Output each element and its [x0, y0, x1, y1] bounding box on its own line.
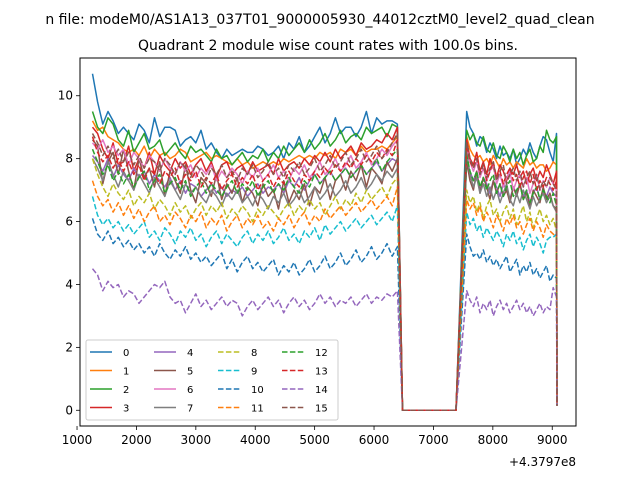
legend-box [85, 339, 339, 421]
legend-label-1: 1 [123, 367, 129, 378]
series-line-5 [91, 139, 558, 412]
x-tick-label: 2000 [121, 433, 152, 447]
x-tick-label: 7000 [418, 433, 449, 447]
x-tick-label: 1000 [62, 433, 93, 447]
series-line-9 [91, 196, 558, 412]
series-line-0 [91, 73, 558, 412]
figure-suptitle: n file: modeM0/AS1A13_037T01_9000005930_… [45, 12, 594, 28]
y-tick-label: 2 [65, 340, 73, 354]
x-tick-label: 9000 [537, 433, 568, 447]
axis-ticks: 1000 2000 3000 4000 5000 6000 7000 8000 9000 0 2 4 6… [58, 89, 568, 447]
y-tick-label: 4 [65, 277, 73, 291]
series-line-11 [91, 180, 558, 412]
plot-area-frame [79, 57, 577, 427]
legend-label-8: 8 [251, 348, 257, 359]
legend-label-5: 5 [187, 367, 193, 378]
y-tick-label: 8 [65, 152, 73, 166]
x-tick-label: 8000 [478, 433, 509, 447]
legend-label-9: 9 [251, 367, 257, 378]
x-tick-label: 5000 [299, 433, 330, 447]
series-line-12 [91, 148, 558, 412]
legend-label-7: 7 [187, 404, 193, 415]
series-layer [91, 73, 558, 412]
legend-label-4: 4 [187, 348, 193, 359]
series-line-14 [91, 268, 558, 412]
legend-label-0: 0 [123, 348, 129, 359]
legend-label-6: 6 [187, 385, 193, 396]
series-line-15 [91, 132, 558, 412]
x-tick-label: 6000 [359, 433, 390, 447]
series-line-10 [91, 218, 558, 412]
legend-label-11: 11 [251, 404, 264, 415]
legend-label-15: 15 [315, 404, 328, 415]
y-tick-label: 6 [65, 215, 73, 229]
series-line-8 [91, 158, 558, 412]
y-tick-label: 0 [65, 403, 73, 417]
legend-label-12: 12 [315, 348, 328, 359]
legend-label-2: 2 [123, 385, 129, 396]
y-tick-label: 10 [58, 89, 73, 103]
legend-label-10: 10 [251, 385, 264, 396]
x-tick-label: 4000 [240, 433, 271, 447]
chart-title: Quadrant 2 module wise count rates with … [138, 38, 518, 54]
x-axis-offset-label: +4.3797e8 [509, 455, 576, 469]
legend-label-3: 3 [123, 404, 129, 415]
legend-label-14: 14 [315, 385, 328, 396]
legend-label-13: 13 [315, 367, 328, 378]
series-line-7 [91, 151, 558, 412]
series-line-2 [91, 111, 558, 412]
x-tick-label: 3000 [181, 433, 212, 447]
